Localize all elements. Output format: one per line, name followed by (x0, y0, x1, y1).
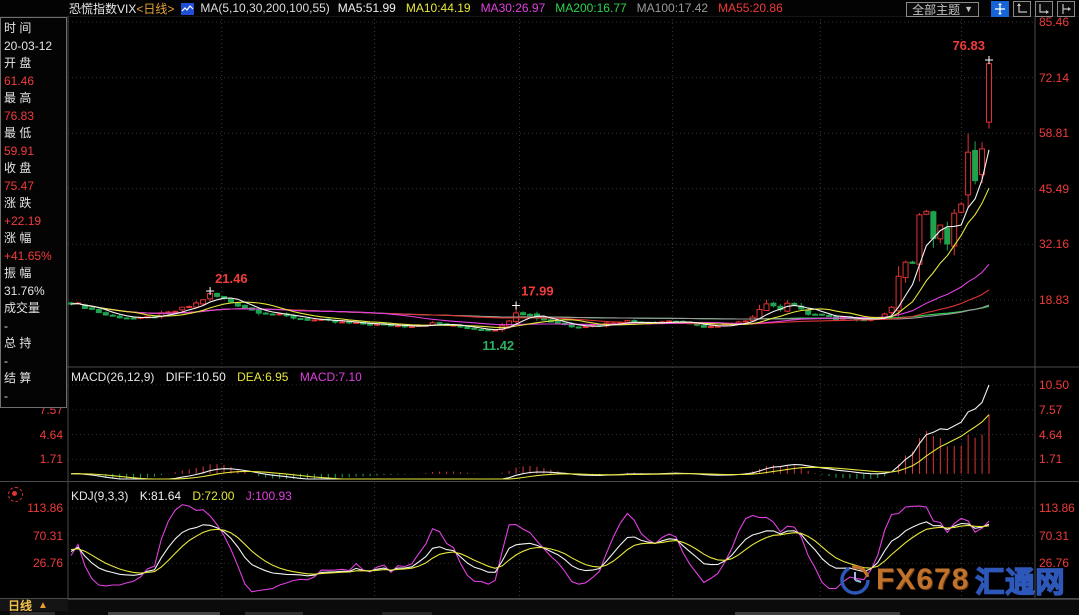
kdj-k-value: K:81.64 (139, 489, 182, 503)
crosshair-pan-button[interactable] (991, 1, 1009, 17)
kdj-name: KDJ(9,3,3) (71, 489, 129, 503)
quote-panel: 时 间 20-03-12 开 盘 61.46 最 高 76.83 最 低 59.91 收 盘 75… (0, 17, 67, 408)
macd-pane-header: MACD(26,12,9) DIFF:10.50 DEA:6.95 MACD:7… (71, 370, 370, 384)
quote-row-value: 75.47 (4, 178, 35, 193)
ma-settings-label: MA(5,10,30,200,100,55) (200, 1, 330, 15)
ma-value: MA200:16.77 (555, 1, 627, 15)
period-tag: <日线> (136, 1, 175, 16)
macd-hist-value: MACD:7.10 (299, 370, 362, 384)
instrument-title: 恐慌指数VIX (69, 1, 137, 16)
quote-row-value: 20-03-12 (4, 38, 53, 53)
quote-row-value: - (4, 318, 8, 333)
axis-scale-icon (1017, 3, 1027, 13)
macd-dea-value: DEA:6.95 (237, 370, 289, 384)
period-selector[interactable]: 日线 ▲ (0, 598, 68, 613)
quote-row-label: 时 间 (4, 21, 32, 36)
ma-value: MA100:17.42 (636, 1, 709, 15)
theme-dropdown-button[interactable]: 全部主题 ▼ (906, 1, 979, 17)
chart-type-icon[interactable] (181, 3, 195, 15)
quote-row-value: 61.46 (4, 73, 35, 88)
kdj-pane-header: KDJ(9,3,3) K:81.64 D:72.00 J:100.93 (71, 489, 300, 503)
price-annotation: 21.46 (215, 271, 248, 286)
pan-right-button[interactable] (1057, 1, 1075, 17)
triangle-up-icon: ▲ (38, 599, 48, 611)
price-annotation: 76.83 (952, 38, 985, 53)
ma-value: MA10:44.19 (405, 1, 471, 15)
zoom-y-axis-button[interactable] (1035, 1, 1053, 17)
top-toolbar: 恐慌指数VIX <日线> MA(5,10,30,200,100,55) MA5:… (0, 0, 1079, 17)
quote-row-value: - (4, 353, 8, 368)
quote-row-value: 76.83 (4, 108, 35, 123)
quote-row-label: 最 低 (4, 126, 32, 141)
quote-row-value: +22.19 (4, 213, 42, 228)
toolbar-buttons: 全部主题 ▼ (906, 1, 1075, 17)
time-axis-bar: 2019/102019/112019/122020/012020/022020/… (0, 599, 1079, 612)
quote-row-value: 31.76% (4, 283, 45, 298)
quote-row-value: 59.91 (4, 143, 35, 158)
kdj-d-value: D:72.00 (192, 489, 235, 503)
quote-row-label: 涨 幅 (4, 231, 32, 246)
quote-row-label: 结 算 (4, 371, 32, 386)
quote-row-value: +41.65% (4, 248, 52, 263)
price-annotation: 17.99 (521, 284, 554, 299)
quote-row-label: 最 高 (4, 91, 32, 106)
price-annotation: 11.42 (482, 338, 514, 353)
ma-value: MA55:20.86 (718, 1, 783, 15)
quote-row-label: 振 幅 (4, 266, 32, 281)
macd-name: MACD(26,12,9) (71, 370, 155, 384)
shift-right-icon (1062, 4, 1071, 14)
macd-diff-value: DIFF:10.50 (165, 370, 226, 384)
quote-row-label: 总 持 (4, 336, 32, 351)
period-label: 日线 (8, 598, 33, 613)
quote-row-value: - (4, 388, 8, 403)
clipped-bottom-bar (0, 611, 1079, 615)
chevron-down-icon: ▼ (964, 4, 973, 14)
quote-row-label: 成交量 (4, 301, 41, 316)
axis-scale-right-icon (1039, 4, 1049, 14)
ma-value: MA5:51.99 (337, 1, 396, 15)
kdj-j-value: J:100.93 (245, 489, 292, 503)
quote-row-label: 收 盘 (4, 161, 32, 176)
zoom-x-axis-button[interactable] (1013, 1, 1031, 17)
ma-value: MA30:26.97 (480, 1, 546, 15)
ma-values-readout: MA5:51.99 MA10:44.19 MA30:26.97 MA200:16.77… (338, 1, 793, 15)
quote-row-label: 涨 跌 (4, 196, 32, 211)
move-cross-icon (995, 3, 1005, 15)
indicator-settings-icon[interactable] (8, 487, 23, 502)
quote-row-label: 开 盘 (4, 56, 32, 71)
